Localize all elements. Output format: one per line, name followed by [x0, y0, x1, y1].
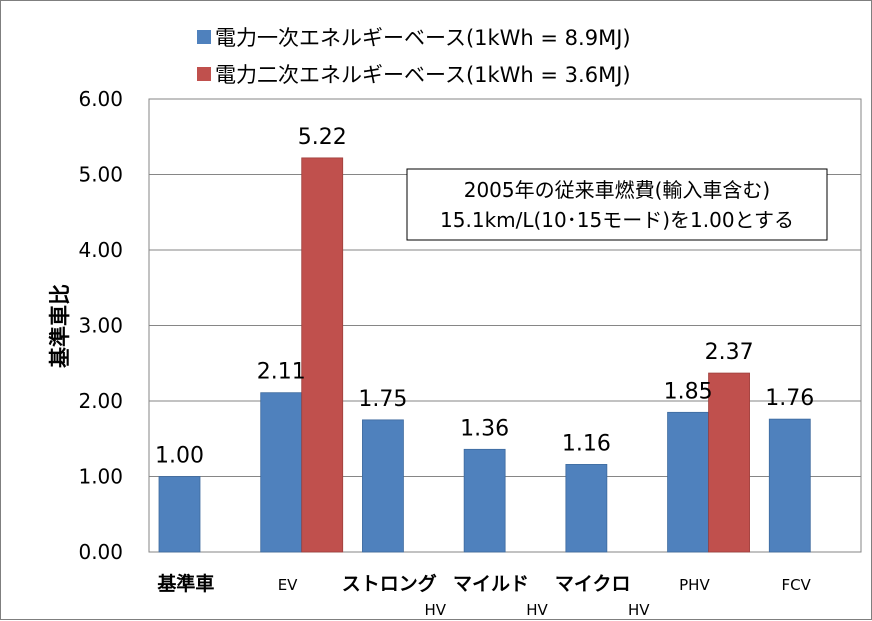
y-tick-label: 3.00	[78, 314, 123, 338]
legend: 電力一次エネルギーベース(1kWh = 8.9MJ) 電力二次エネルギーベース(…	[197, 26, 631, 87]
y-tick-label: 1.00	[78, 465, 123, 489]
bar-primary	[362, 419, 404, 553]
data-label: 1.75	[358, 387, 407, 412]
y-tick-label: 6.00	[78, 87, 123, 111]
x-tick-label: マイクロ	[555, 573, 631, 595]
bar-primary	[768, 418, 811, 553]
x-tick-sublabel: HV	[425, 601, 447, 619]
bars	[158, 157, 811, 553]
bar-primary	[565, 464, 608, 553]
bar-secondary	[301, 157, 344, 553]
data-label: 1.85	[664, 379, 713, 404]
y-axis-ticks: 0.00 1.00 2.00 3.00 4.00 5.00 6.00	[78, 87, 123, 564]
x-tick-label: 基準車	[156, 572, 214, 595]
legend-label-secondary: 電力二次エネルギーベース(1kWh = 3.6MJ)	[215, 63, 631, 87]
annotation-line1: 2005年の従来車燃費(輸入車含む)	[464, 178, 771, 202]
x-axis-categories: 基準車 EV ストロング HV マイルド HV マイクロ HV PHV FCV	[156, 572, 811, 619]
y-tick-label: 2.00	[78, 389, 123, 413]
bar-primary	[158, 476, 201, 553]
data-label: 2.11	[257, 360, 306, 385]
bar-secondary	[708, 372, 750, 553]
bar-primary	[260, 392, 303, 553]
annotation-box: 2005年の従来車燃費(輸入車含む) 15.1km/L(10･15モード)を1.…	[406, 168, 828, 241]
legend-swatch-secondary	[197, 67, 211, 81]
annotation-line2: 15.1km/L(10･15モード)を1.00とする	[440, 208, 794, 232]
data-label: 2.37	[705, 340, 754, 365]
data-label: 1.76	[765, 386, 814, 411]
x-tick-sublabel: HV	[526, 601, 548, 619]
x-tick-label: マイルド	[453, 573, 529, 595]
data-labels: 1.00 2.11 5.22 1.75 1.36 1.16 1.85 2.37 1.76	[155, 125, 814, 469]
data-label: 1.00	[155, 444, 204, 469]
legend-swatch-primary	[197, 30, 211, 44]
y-tick-label: 4.00	[78, 238, 123, 262]
y-tick-label: 5.00	[78, 163, 123, 187]
bar-primary	[667, 411, 709, 553]
x-tick-label: PHV	[679, 576, 710, 594]
x-tick-label: FCV	[781, 576, 811, 594]
data-label: 1.16	[562, 431, 611, 456]
y-tick-label: 0.00	[78, 540, 123, 564]
x-tick-label: ストロング	[342, 572, 437, 595]
data-label: 5.22	[298, 125, 347, 150]
data-label: 1.36	[460, 416, 509, 441]
x-tick-sublabel: HV	[628, 601, 650, 619]
y-axis-label: 基準車比	[48, 284, 72, 368]
x-tick-label: EV	[278, 576, 298, 594]
bar-primary	[463, 448, 506, 553]
legend-label-primary: 電力一次エネルギーベース(1kWh = 8.9MJ)	[215, 26, 631, 50]
